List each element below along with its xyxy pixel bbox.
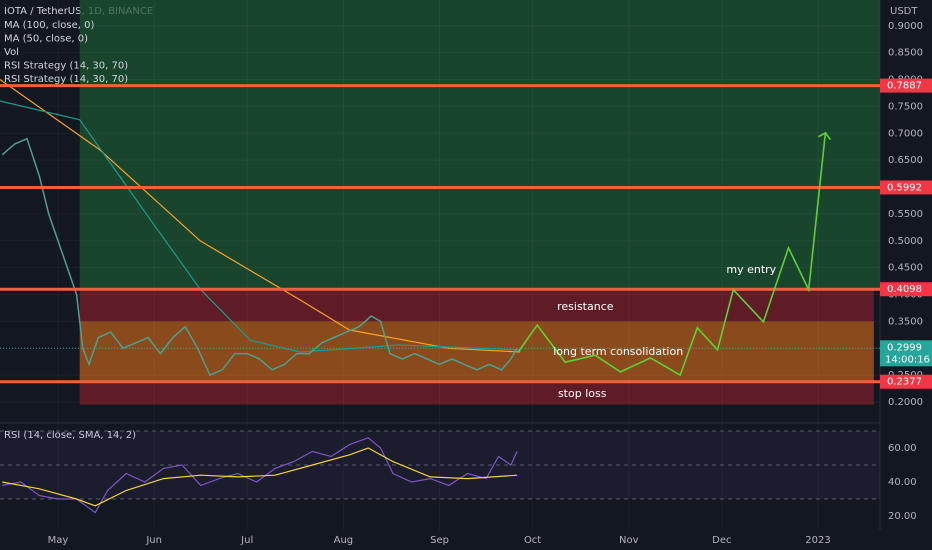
indicator-label: Vol (4, 47, 19, 58)
level-label: 0.7887 (887, 81, 922, 92)
rsi-tick-label: 40.00 (888, 477, 917, 488)
level-badge (880, 78, 932, 93)
indicator-label: RSI Strategy (14, 30, 70) (4, 74, 128, 85)
x-tick-label: 2023 (805, 535, 830, 546)
countdown-label: 14:00:16 (885, 354, 930, 365)
last-price-badge (880, 340, 932, 367)
x-tick-label: Dec (712, 535, 731, 546)
y-tick-label: 0.8500 (888, 48, 923, 59)
y-tick-label: 0.7500 (888, 101, 923, 112)
x-tick-label: May (48, 535, 69, 546)
rsi-tick-label: 60.00 (888, 443, 917, 454)
rsi-line (2, 447, 518, 507)
x-tick-label: Sep (430, 535, 449, 546)
rsi-tick-label: 20.00 (888, 511, 917, 522)
ma-line (0, 79, 521, 353)
annotation: my entry (726, 263, 776, 276)
level-badge (880, 180, 932, 195)
y-tick-label: 0.2000 (888, 397, 923, 408)
price-line (1, 137, 518, 377)
chart-title: IOTA / TetherUS, 1D, BINANCE (4, 6, 153, 17)
x-tick-label: Oct (524, 535, 541, 546)
y-tick-label: 0.5000 (888, 236, 923, 247)
ma-line (0, 100, 521, 353)
indicator-label: MA (50, close, 0) (4, 34, 88, 45)
annotation: resistance (557, 300, 614, 313)
y-tick-label: 0.5500 (888, 209, 923, 220)
y-tick-label: 0.7000 (888, 128, 923, 139)
zone (79, 0, 880, 290)
level-label: 0.4098 (887, 284, 922, 295)
level-badge (880, 282, 932, 297)
indicator-label: MA (100, close, 0) (4, 20, 94, 31)
x-tick-label: Nov (619, 535, 639, 546)
x-tick-label: Aug (334, 535, 354, 546)
level-label: 0.2377 (887, 377, 922, 388)
y-tick-label: 0.4500 (888, 263, 923, 274)
x-tick-label: Jul (240, 535, 253, 546)
y-tick-label: 0.6500 (888, 155, 923, 166)
indicator-label: RSI Strategy (14, 30, 70) (4, 61, 128, 72)
zone (79, 321, 874, 382)
y-tick-label: 0.3500 (888, 316, 923, 327)
last-price-label: 0.2999 (887, 342, 922, 353)
projection-line (517, 132, 827, 377)
y-tick-label: 0.9000 (888, 21, 923, 32)
rsi-line (2, 437, 518, 514)
unit-label: USDT (890, 6, 918, 17)
level-badge (880, 374, 932, 389)
projection-arrow (818, 131, 832, 141)
level-label: 0.5992 (887, 182, 922, 193)
x-tick-label: Jun (145, 535, 162, 546)
rsi-title: RSI (14, close, SMA, 14, 2) (4, 430, 136, 441)
annotation: stop loss (558, 387, 607, 400)
annotation: long term consolidation (553, 345, 683, 358)
